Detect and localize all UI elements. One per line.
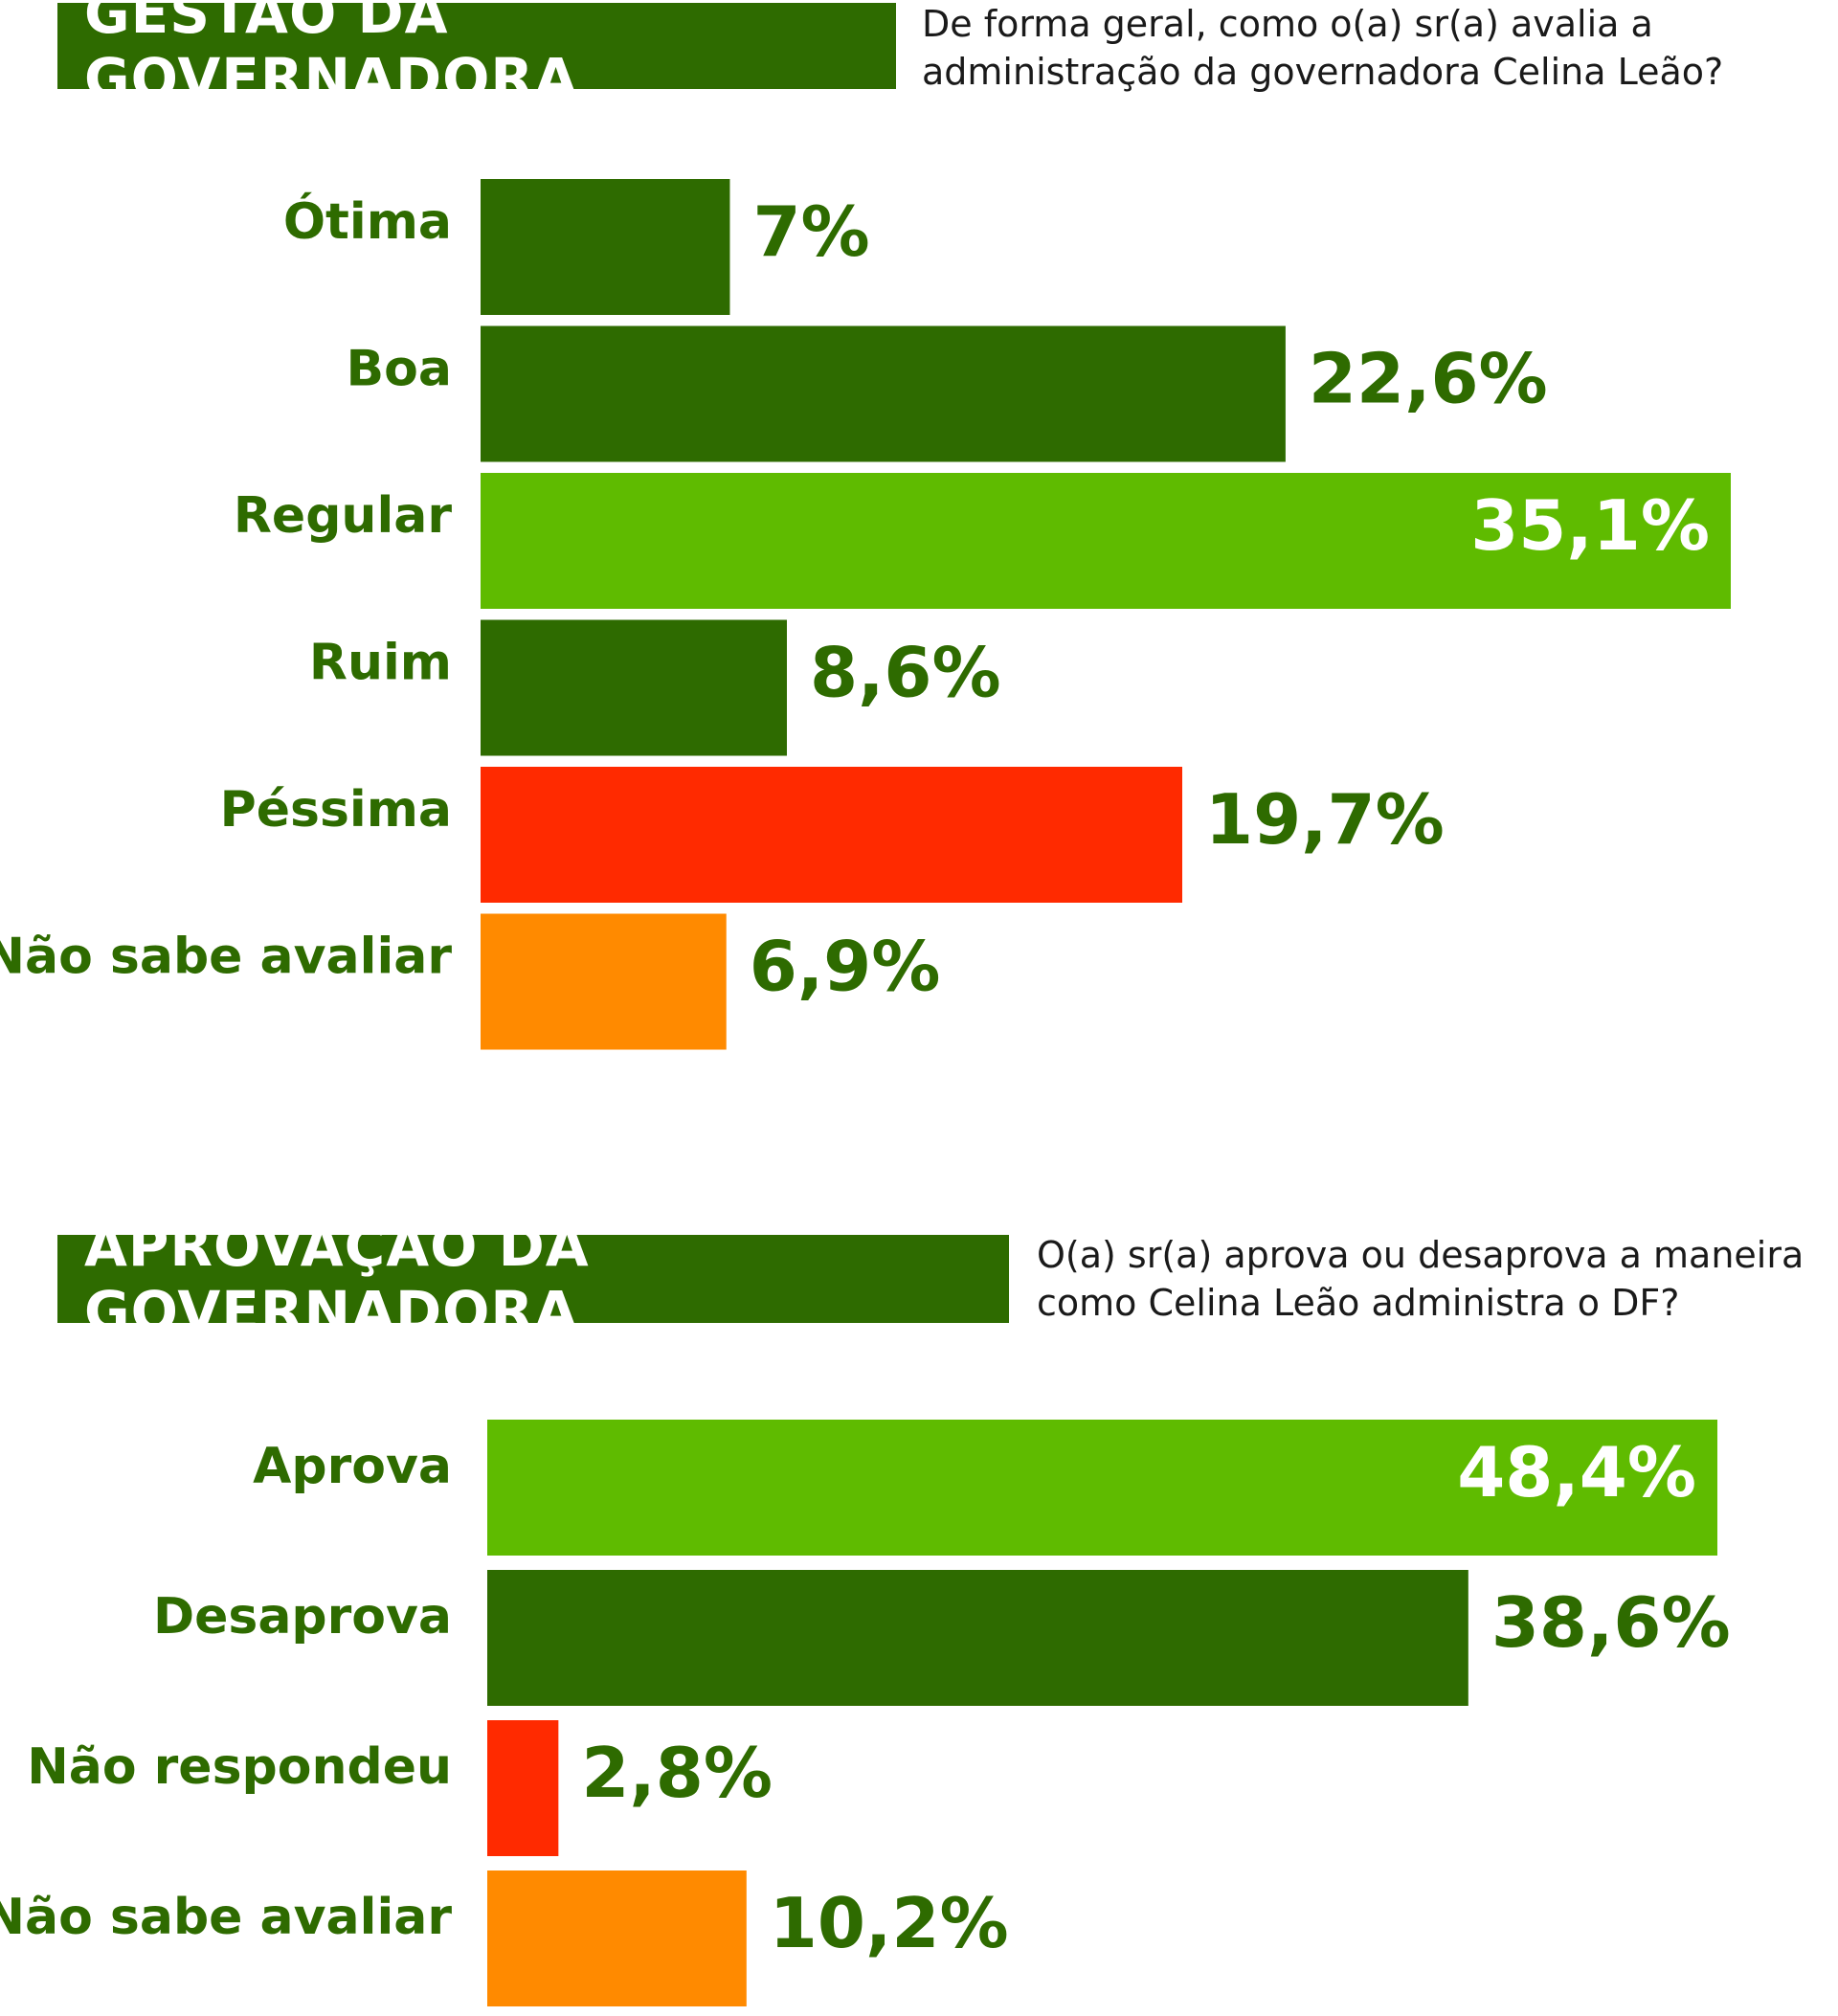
- value-label: 48,4%: [1457, 1432, 1696, 1512]
- bar-aprovacao-0: [487, 1420, 1717, 1556]
- category-label: Não respondeu: [27, 1738, 452, 1796]
- bar-aprovacao-2: [487, 1720, 559, 1856]
- value-label: 7%: [752, 191, 869, 272]
- question-line: como Celina Leão administra o DF?: [1037, 1282, 1680, 1324]
- value-label: 22,6%: [1309, 339, 1548, 419]
- bar-aprovacao-3: [487, 1870, 747, 2006]
- question-aprovacao: O(a) sr(a) aprova ou desaprova a maneira…: [1037, 1231, 1804, 1327]
- bar-gestao-5: [481, 913, 727, 1050]
- category-label: Desaprova: [153, 1588, 452, 1646]
- value-label: 38,6%: [1491, 1582, 1731, 1663]
- question-line: administração da governadora Celina Leão…: [922, 51, 1724, 93]
- category-label: Não sabe avaliar: [0, 929, 452, 986]
- value-label: 6,9%: [750, 927, 941, 1007]
- bar-aprovacao-1: [487, 1570, 1468, 1706]
- bar-gestao-1: [481, 325, 1286, 462]
- bar-gestao-3: [481, 619, 787, 756]
- value-label: 35,1%: [1470, 485, 1710, 566]
- category-label: Não sabe avaliar: [0, 1889, 452, 1946]
- category-label: Aprova: [253, 1438, 452, 1495]
- section-title-gestao: GESTÃO DA GOVERNADORA: [57, 0, 896, 111]
- value-label: 8,6%: [810, 633, 1001, 713]
- bar-gestao-0: [481, 179, 730, 315]
- gestao-bar-chart: Ótima 7% Boa 22,6% Regular 35,1% Ruim 8,6% Péssi…: [0, 179, 1731, 1050]
- question-line: O(a) sr(a) aprova ou desaprova a maneira: [1037, 1234, 1804, 1276]
- category-label: Ótima: [283, 191, 452, 251]
- category-label: Péssima: [220, 781, 452, 839]
- question-gestao: De forma geral, como o(a) sr(a) avalia a…: [922, 0, 1723, 96]
- category-label: Regular: [234, 487, 452, 545]
- question-line: De forma geral, como o(a) sr(a) avalia a: [922, 3, 1653, 45]
- category-label: Ruim: [309, 635, 452, 692]
- value-label: 10,2%: [770, 1883, 1009, 1963]
- value-label: 19,7%: [1205, 779, 1445, 860]
- bar-gestao-4: [481, 767, 1182, 903]
- category-label: Boa: [347, 341, 452, 398]
- bar-gestao-2: [481, 473, 1731, 609]
- value-label: 2,8%: [581, 1733, 773, 1813]
